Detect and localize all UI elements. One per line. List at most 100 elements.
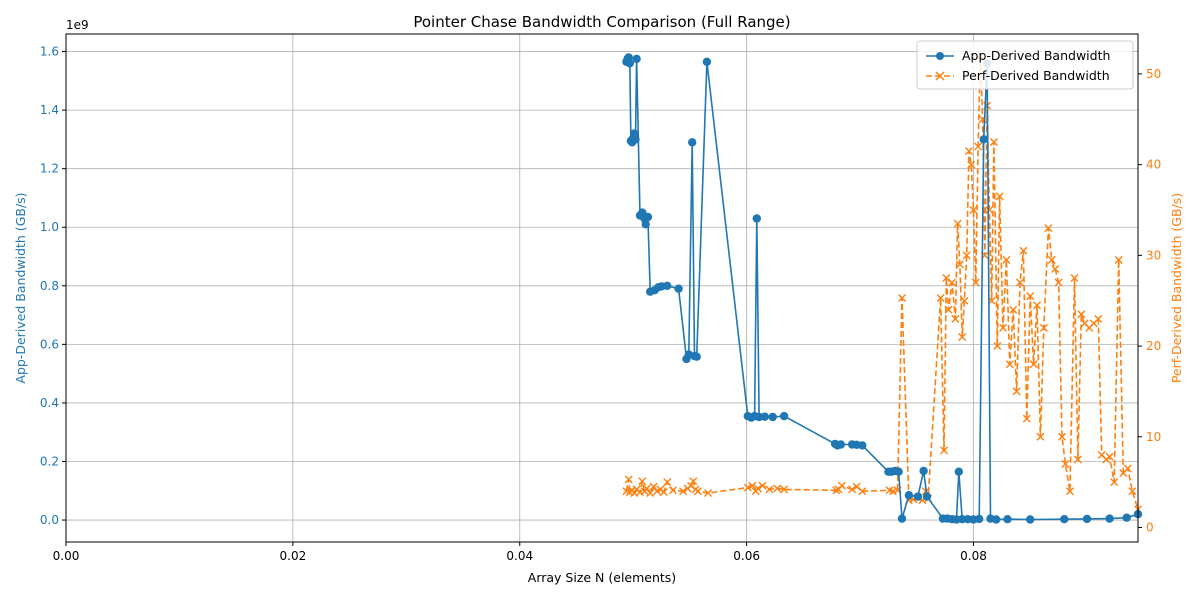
perf-data-point — [1051, 264, 1060, 273]
app-data-point — [954, 467, 963, 476]
app-data-point — [768, 412, 777, 422]
x-tick-label: 0.02 — [280, 549, 307, 563]
perf-data-point — [624, 475, 633, 484]
app-data-point — [643, 212, 653, 222]
perf-data-point — [942, 274, 951, 283]
y-right-tick-label: 40 — [1146, 158, 1161, 172]
y-right-tick-label: 30 — [1146, 248, 1161, 262]
perf-data-point — [1105, 452, 1114, 461]
app-data-point — [979, 135, 988, 144]
perf-data-point — [780, 485, 789, 494]
x-tick-label: 0.04 — [506, 549, 533, 563]
perf-data-point — [1073, 455, 1082, 464]
app-data-point — [625, 59, 634, 68]
perf-data-point — [753, 484, 762, 493]
perf-data-point — [969, 205, 978, 214]
perf-data-point — [1012, 387, 1021, 396]
app-data-point — [1105, 514, 1114, 523]
legend-app-marker — [936, 52, 944, 60]
y-left-tick-label: 0.8 — [40, 279, 59, 293]
perf-data-point — [974, 142, 983, 151]
perf-data-point — [679, 487, 688, 496]
perf-data-point — [693, 487, 702, 496]
perf-data-point — [995, 192, 1004, 201]
legend-perf-marker — [935, 71, 945, 81]
perf-data-point — [944, 305, 953, 314]
app-data-point — [632, 54, 641, 64]
perf-data-point — [1047, 255, 1056, 264]
legend: App-Derived Bandwidth Perf-Derived Bandw… — [916, 40, 1134, 90]
app-data-point — [992, 515, 1001, 524]
y-left-tick-label: 1.6 — [40, 45, 59, 59]
x-tick-label: 0.08 — [960, 549, 987, 563]
left-axis-multiplier: 1e9 — [66, 18, 89, 32]
app-data-point — [688, 138, 697, 147]
perf-data-point — [989, 137, 998, 146]
perf-data-point — [940, 446, 949, 455]
perf-data-point — [1005, 360, 1014, 369]
perf-data-point — [1061, 459, 1070, 468]
perf-data-point — [1016, 278, 1025, 287]
perf-data-point — [748, 481, 757, 490]
app-data-point — [975, 514, 984, 524]
perf-data-point — [1058, 432, 1066, 441]
y-left-tick-label: 1.4 — [40, 103, 59, 117]
perf-data-point — [1019, 246, 1028, 255]
app-data-point — [702, 57, 712, 66]
legend-box — [916, 40, 1134, 90]
perf-data-point — [663, 478, 672, 487]
app-data-point — [663, 281, 672, 290]
perf-data-point — [1054, 278, 1063, 287]
y-left-tick-label: 1.0 — [40, 220, 59, 234]
app-data-point — [1003, 515, 1012, 524]
perf-data-point — [1128, 487, 1137, 496]
perf-data-point — [858, 487, 867, 496]
perf-data-point — [1065, 487, 1074, 496]
app-data-point — [631, 135, 640, 144]
perf-data-point — [999, 323, 1008, 332]
chart-title: Pointer Chase Bandwidth Comparison (Full… — [413, 13, 790, 31]
legend-app-label: App-Derived Bandwidth — [962, 48, 1110, 63]
app-data-point — [904, 491, 914, 500]
app-data-point — [674, 284, 683, 293]
perf-data-point — [1077, 310, 1086, 319]
app-data-point — [760, 412, 769, 421]
perf-data-point — [1039, 323, 1048, 332]
app-data-point — [641, 220, 650, 229]
perf-data-point — [852, 482, 861, 491]
app-data-point — [692, 352, 701, 361]
x-tick-label: 0.06 — [733, 549, 760, 563]
app-data-point — [779, 411, 789, 421]
y-left-tick-label: 0.6 — [40, 337, 59, 351]
perf-data-point — [951, 314, 960, 323]
perf-data-point — [1033, 301, 1042, 310]
perf-data-point — [638, 477, 647, 486]
app-data-point — [913, 492, 923, 501]
perf-data-point — [960, 296, 969, 305]
perf-data-point — [1110, 478, 1119, 487]
perf-data-point — [659, 488, 668, 497]
perf-data-point — [704, 489, 713, 498]
y-left-tick-label: 1.2 — [40, 162, 59, 176]
perf-data-point — [649, 482, 658, 491]
perf-data-point — [898, 293, 907, 302]
perf-data-point — [758, 481, 767, 490]
perf-data-point — [1002, 255, 1011, 264]
y-right-tick-label: 50 — [1146, 67, 1161, 81]
perf-data-point — [936, 293, 945, 302]
perf-data-point — [1036, 432, 1045, 441]
perf-data-point — [642, 484, 651, 493]
app-data-point — [752, 214, 761, 223]
y-right-tick-label: 0 — [1146, 520, 1154, 534]
plot-frame — [65, 33, 1139, 543]
perf-data-point — [964, 147, 973, 156]
app-series — [622, 53, 1143, 524]
perf-data-point — [837, 481, 846, 490]
y-left-axis-label: App-Derived Bandwidth (GB/s) — [13, 192, 28, 383]
perf-data-point — [985, 205, 994, 214]
perf-data-point — [958, 332, 967, 341]
perf-data-point — [1029, 360, 1038, 369]
perf-data-point — [848, 485, 857, 494]
